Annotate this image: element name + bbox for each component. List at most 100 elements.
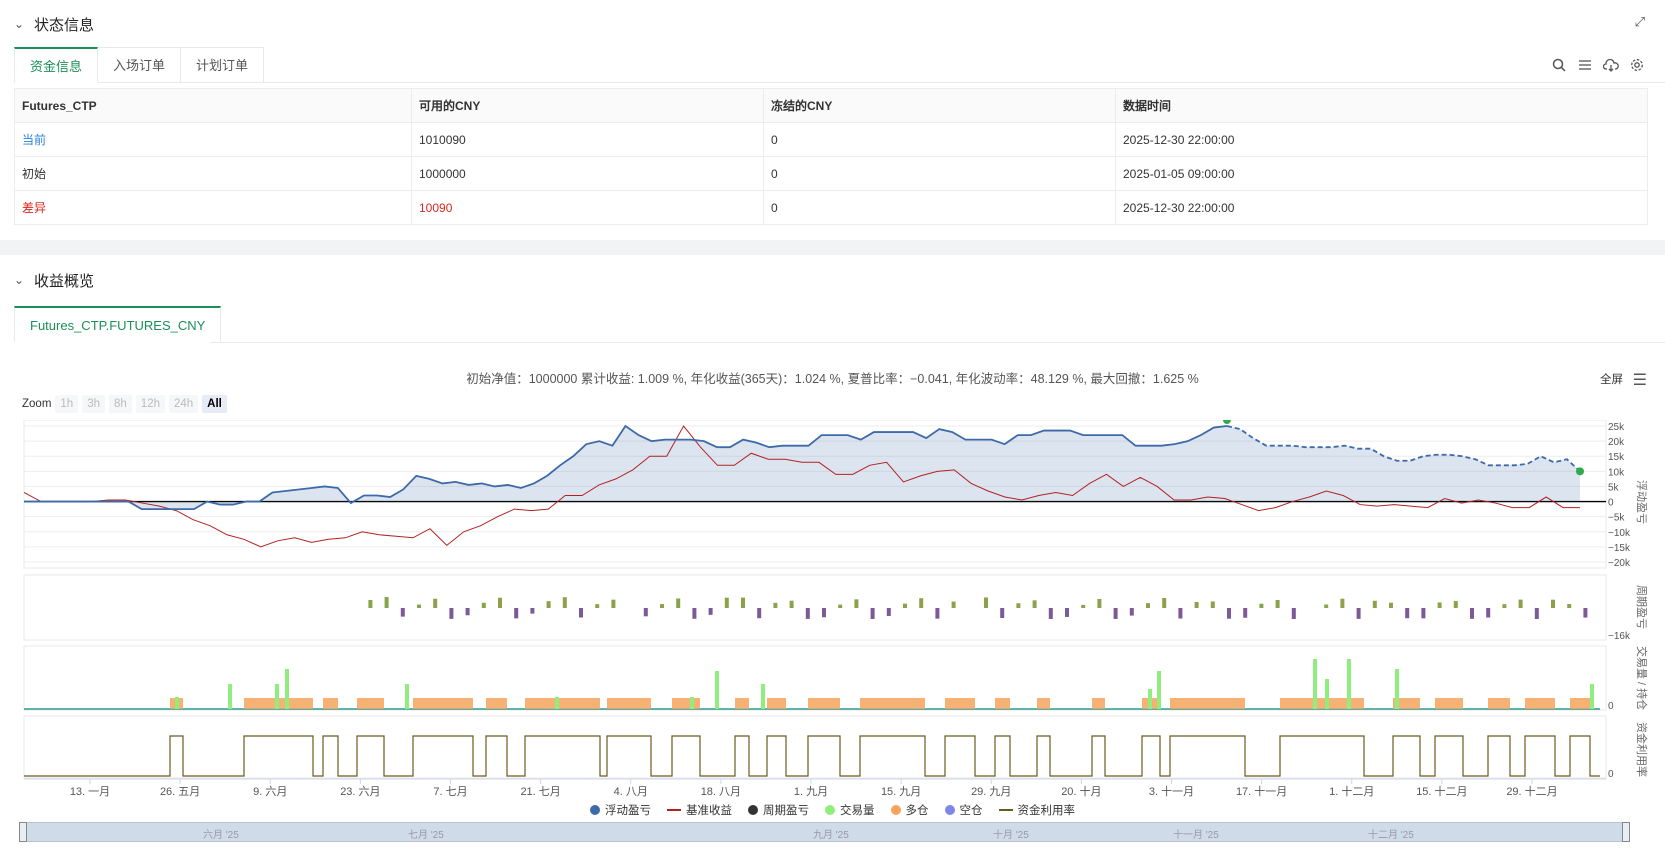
long-position-block: [1092, 698, 1105, 709]
legend-item[interactable]: 多仓: [890, 802, 929, 818]
legend-label: 浮动盈亏: [605, 805, 651, 817]
volume-bar: [1313, 659, 1317, 709]
period-pnl-bar: [692, 608, 697, 619]
column-header[interactable]: 冻结的CNY: [763, 88, 1116, 123]
period-pnl-bar: [1291, 608, 1296, 619]
table-toolbar: [1551, 57, 1645, 73]
legend-item[interactable]: 基准收益: [667, 802, 732, 818]
period-pnl-bar: [433, 598, 438, 608]
navigator[interactable]: 六月 '25 七月 '25 九月 '25 十月 '25 十一月 '25 十二月 '25: [22, 822, 1630, 842]
x-tick-label: 17. 十一月: [1236, 784, 1287, 798]
legend-item[interactable]: 周期盈亏: [748, 802, 809, 818]
chart-menu-icon[interactable]: ☰: [1632, 372, 1647, 389]
volume-bar: [761, 684, 765, 709]
search-icon[interactable]: [1551, 57, 1567, 73]
period-pnl-bar: [676, 598, 681, 608]
period-pnl-bar: [368, 600, 373, 608]
long-position-block: [808, 698, 840, 709]
period-pnl-bar: [1324, 604, 1329, 608]
panel-label: 周期盈亏: [1635, 585, 1648, 629]
navigator-right-handle[interactable]: [1622, 822, 1630, 842]
column-header[interactable]: 可用的CNY: [411, 88, 764, 123]
y-tick-label: −15k: [1608, 543, 1631, 554]
legend-item[interactable]: 浮动盈亏: [590, 802, 651, 818]
expand-icon[interactable]: ⤢: [1634, 14, 1645, 29]
legend-item[interactable]: 资金利用率: [998, 802, 1076, 818]
funds-table: Futures_CTP 可用的CNY 冻结的CNY 数据时间 当前 101009…: [14, 88, 1648, 225]
y-tick-label: 0: [1608, 769, 1614, 780]
column-header[interactable]: Futures_CTP: [14, 88, 412, 123]
column-header[interactable]: 数据时间: [1115, 88, 1648, 123]
long-position-block: [860, 698, 925, 709]
chevron-down-icon[interactable]: ⌄: [14, 17, 25, 31]
x-tick-label: 23. 六月: [340, 785, 380, 798]
period-pnl-bar: [384, 597, 389, 608]
navigator-left-handle[interactable]: [19, 822, 27, 842]
tab-planned-orders[interactable]: 计划订单: [181, 47, 265, 83]
long-position-block: [735, 698, 749, 709]
legend-label: 多仓: [905, 805, 929, 817]
x-tick-label: 29. 十二月: [1506, 784, 1557, 798]
long-position-block: [1393, 698, 1420, 709]
row-label-difference[interactable]: 差异: [14, 190, 412, 225]
table-cell: 1000000: [411, 156, 764, 191]
zoom-1h-button[interactable]: 1h: [55, 395, 79, 413]
tab-funds[interactable]: 资金信息: [14, 47, 99, 83]
list-icon[interactable]: [1577, 57, 1593, 73]
period-pnl-bar: [708, 608, 713, 615]
period-pnl-bar: [903, 603, 907, 608]
fullscreen-button[interactable]: 全屏: [1600, 374, 1623, 386]
period-pnl-bar: [1243, 608, 1248, 618]
navigator-label: 七月 '25: [408, 830, 444, 841]
zoom-label: Zoom: [22, 398, 52, 410]
zoom-24h-button[interactable]: 24h: [168, 395, 199, 413]
y-tick-label: −10k: [1608, 528, 1631, 539]
profit-section-header[interactable]: ⌄ 收益概览: [0, 256, 1665, 304]
zoom-all-button[interactable]: All: [202, 395, 227, 413]
period-pnl-bar: [886, 608, 891, 616]
period-pnl-bar: [1129, 608, 1134, 616]
tab-underline: [254, 82, 1665, 83]
period-pnl-bar: [1356, 608, 1361, 619]
long-position-block: [413, 698, 473, 709]
period-pnl-bar: [1113, 608, 1118, 619]
y-tick-label: −16k: [1608, 631, 1631, 642]
legend-item[interactable]: 交易量: [825, 802, 875, 818]
period-pnl-bar: [1551, 599, 1555, 608]
period-pnl-bar: [1486, 608, 1491, 618]
long-position-block: [1570, 698, 1590, 709]
x-tick-label: 20. 十月: [1061, 784, 1101, 798]
chevron-down-icon[interactable]: ⌄: [14, 273, 25, 287]
x-tick-label: 15. 九月: [881, 785, 921, 798]
tab-futures-ctp[interactable]: Futures_CTP.FUTURES_CNY: [14, 306, 222, 342]
zoom-12h-button[interactable]: 12h: [135, 395, 165, 413]
period-pnl-bar: [822, 608, 826, 618]
y-tick-label: 0: [1608, 701, 1614, 712]
status-section-header[interactable]: ⌄ 状态信息: [0, 0, 1665, 48]
period-pnl-bar: [1372, 600, 1377, 608]
tab-entry-orders[interactable]: 入场订单: [98, 47, 182, 83]
row-label-current[interactable]: 当前: [14, 122, 412, 157]
period-pnl-bar: [562, 597, 567, 608]
x-tick-label: 26. 五月: [160, 786, 200, 798]
legend-item[interactable]: 空仓: [944, 802, 983, 818]
period-pnl-bar: [1227, 608, 1231, 619]
navigator-label: 十一月 '25: [1173, 830, 1219, 841]
volume-bar: [1157, 671, 1161, 709]
period-pnl-bar: [724, 597, 729, 608]
zoom-8h-button[interactable]: 8h: [109, 395, 132, 413]
legend-label: 资金利用率: [1017, 805, 1076, 817]
x-tick-label: 3. 十一月: [1149, 784, 1194, 798]
legend-marker: [998, 809, 1013, 811]
table-header-row: Futures_CTP 可用的CNY 冻结的CNY 数据时间: [14, 88, 1648, 123]
navigator-label: 十二月 '25: [1368, 830, 1414, 841]
volume-bar: [1148, 689, 1152, 709]
long-position-block: [525, 698, 600, 709]
period-pnl-bar: [611, 599, 616, 608]
profit-chart[interactable]: 25k 20k 15k 10k 5k 0 −5k −10k −15k −20k 浮动盈亏 −16k 周期…: [0, 420, 1665, 800]
zoom-3h-button[interactable]: 3h: [82, 395, 105, 413]
cloud-download-icon[interactable]: [1603, 57, 1619, 73]
table-cell: 0: [763, 122, 1116, 157]
period-pnl-bar: [465, 608, 470, 616]
gear-icon[interactable]: [1629, 57, 1645, 73]
